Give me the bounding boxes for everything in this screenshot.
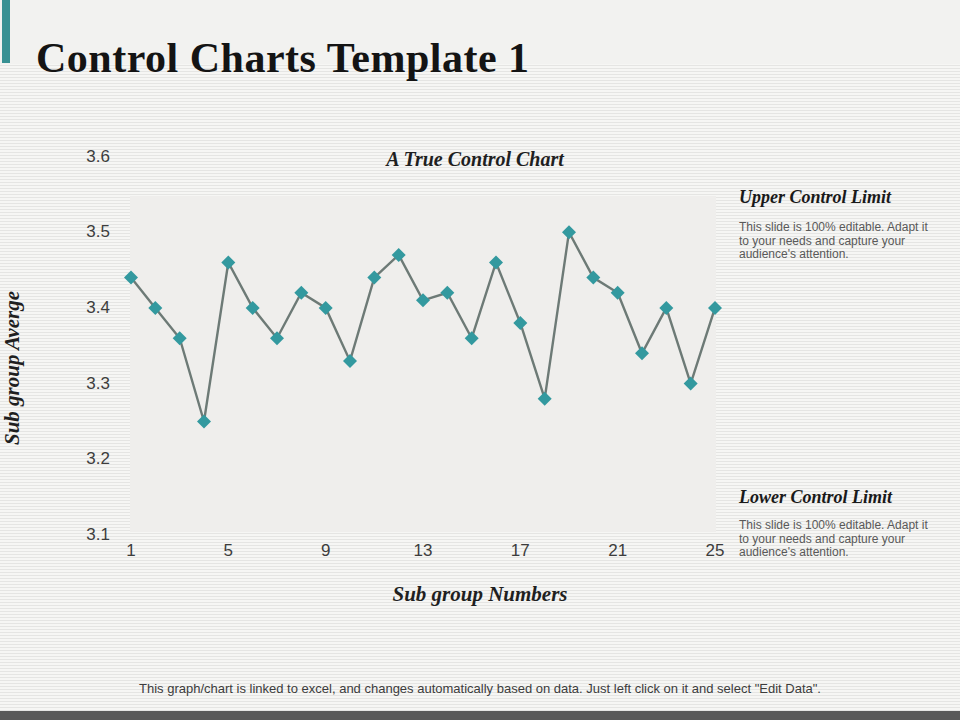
bottom-bar <box>0 711 960 720</box>
upper-control-limit-body: This slide is 100% editable. Adapt it to… <box>739 221 931 262</box>
y-tick-label: 3.5 <box>58 222 110 242</box>
y-axis-title: Sub group Averge <box>0 238 26 498</box>
upper-control-limit-heading: Upper Control Limit <box>739 187 949 208</box>
y-tick-label: 3.6 <box>58 147 110 167</box>
lower-control-limit-body: This slide is 100% editable. Adapt it to… <box>739 519 931 560</box>
y-tick-label: 3.1 <box>58 525 110 545</box>
page-title: Control Charts Template 1 <box>36 34 796 82</box>
chart-title: A True Control Chart <box>280 148 670 171</box>
y-tick-label: 3.4 <box>58 298 110 318</box>
x-tick-label: 5 <box>206 541 250 561</box>
x-tick-label: 9 <box>304 541 348 561</box>
x-tick-label: 17 <box>498 541 542 561</box>
slide-canvas: Control Charts Template 1 A True Control… <box>0 0 960 720</box>
y-tick-label: 3.3 <box>58 374 110 394</box>
x-axis-title: Sub group Numbers <box>290 582 670 607</box>
x-tick-label: 21 <box>596 541 640 561</box>
accent-bar <box>2 0 10 63</box>
chart-plot-area[interactable] <box>130 196 716 532</box>
x-tick-label: 25 <box>693 541 737 561</box>
lower-control-limit-heading: Lower Control Limit <box>739 487 949 508</box>
y-tick-label: 3.2 <box>58 449 110 469</box>
x-tick-label: 13 <box>401 541 445 561</box>
x-tick-label: 1 <box>109 541 153 561</box>
footer-caption: This graph/chart is linked to excel, and… <box>0 681 960 696</box>
